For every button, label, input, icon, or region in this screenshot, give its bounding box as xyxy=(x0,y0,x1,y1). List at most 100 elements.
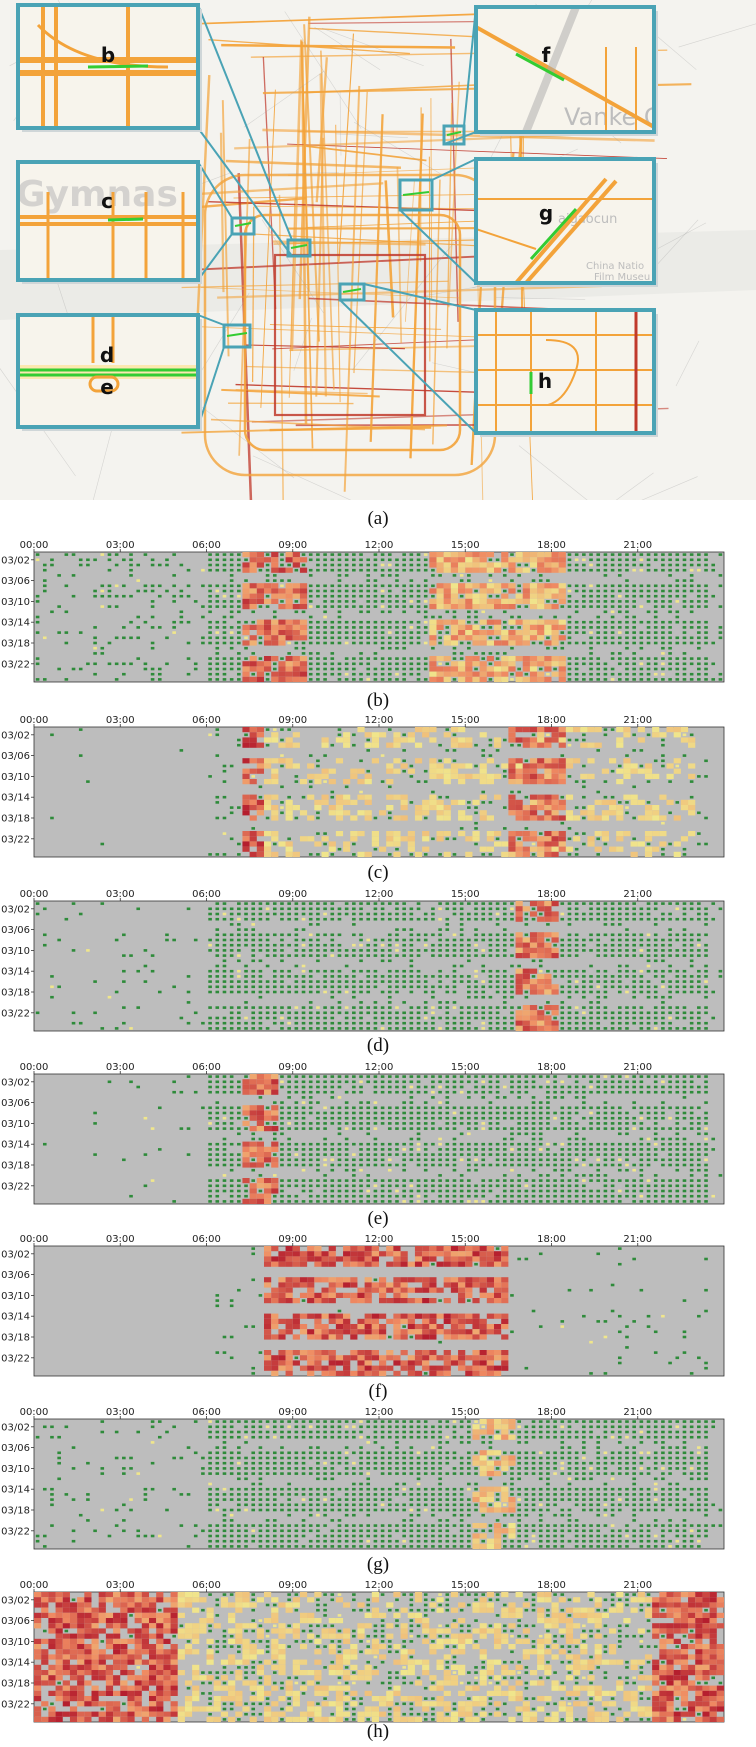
heatmap-cell xyxy=(222,943,227,947)
heatmap-cell xyxy=(256,732,264,738)
heatmap-cell xyxy=(625,1075,629,1078)
heatmap-cell xyxy=(596,1085,601,1089)
heatmap-cell xyxy=(337,912,342,916)
heatmap-cell xyxy=(596,553,601,556)
heatmap-cell xyxy=(264,1126,272,1132)
heatmap-cell xyxy=(323,1137,327,1141)
heatmap-cell xyxy=(508,619,516,625)
heatmap-cell xyxy=(264,656,272,662)
heatmap-cell xyxy=(278,624,286,630)
heatmap-cell xyxy=(438,1153,442,1156)
heatmap-cell xyxy=(352,1142,356,1146)
heatmap-cell xyxy=(589,584,593,588)
heatmap-cell xyxy=(610,1127,615,1130)
heatmap-cell xyxy=(653,1085,658,1089)
heatmap-cell xyxy=(675,1016,680,1020)
heatmap-cell xyxy=(502,907,507,911)
heatmap-cell xyxy=(467,1075,471,1078)
heatmap-cell xyxy=(136,636,141,640)
heatmap-cell xyxy=(617,1158,622,1162)
heatmap-cell xyxy=(553,1016,557,1020)
heatmap-cell xyxy=(589,1142,593,1146)
heatmap-cell xyxy=(402,1116,406,1120)
heatmap-cell xyxy=(402,657,406,660)
heatmap-cell xyxy=(443,588,451,594)
heatmap-cell xyxy=(567,589,572,593)
heatmap-cell xyxy=(287,975,291,978)
heatmap-cell xyxy=(272,943,277,947)
heatmap-cell xyxy=(237,1080,241,1084)
heatmap-cell xyxy=(280,1116,284,1120)
heatmap-cell xyxy=(258,657,263,660)
heatmap-cell xyxy=(544,567,552,573)
heatmap-cell xyxy=(623,768,631,774)
heatmap-cell xyxy=(445,1090,450,1094)
heatmap-cell xyxy=(529,836,538,842)
heatmap-cell xyxy=(373,1127,378,1130)
heatmap-cell xyxy=(429,656,437,662)
heatmap-cell xyxy=(689,1116,694,1120)
heatmap-cell xyxy=(510,1168,514,1172)
heatmap-cell xyxy=(617,1006,622,1009)
heatmap-cell xyxy=(395,563,399,567)
heatmap-cell xyxy=(50,733,54,737)
heatmap-cell xyxy=(601,799,609,805)
heatmap-cell xyxy=(452,1153,457,1156)
heatmap-cell xyxy=(704,949,708,952)
heatmap-cell xyxy=(285,552,293,558)
heatmap-cell xyxy=(215,928,220,931)
heatmap-cell xyxy=(553,646,557,650)
heatmap-cell xyxy=(107,553,112,556)
heatmap-cell xyxy=(544,779,552,785)
heatmap-cell xyxy=(639,1148,644,1151)
heatmap-cell xyxy=(565,846,574,852)
heatmap-cell xyxy=(661,589,665,593)
heatmap-cell xyxy=(704,1127,708,1130)
heatmap-cell xyxy=(352,902,356,905)
heatmap-cell xyxy=(387,1080,392,1084)
heatmap-cell xyxy=(215,594,220,598)
heatmap-cell xyxy=(308,912,313,916)
heatmap-cell xyxy=(574,672,579,676)
heatmap-cell xyxy=(373,1085,378,1089)
heatmap-cell xyxy=(551,624,559,630)
heatmap-cell xyxy=(481,990,486,994)
heatmap-cell xyxy=(682,605,687,608)
heatmap-cell xyxy=(582,678,586,681)
heatmap-cell xyxy=(452,1001,457,1004)
heatmap-cell xyxy=(682,985,687,989)
heatmap-cell xyxy=(452,759,457,763)
heatmap-cell xyxy=(610,594,615,598)
heatmap-cell xyxy=(610,1085,615,1089)
heatmap-cell xyxy=(587,742,595,748)
heatmap-cell xyxy=(445,728,450,731)
heatmap-cell xyxy=(249,1105,257,1111)
heatmap-cell xyxy=(157,678,162,681)
heatmap-cell xyxy=(416,1106,421,1110)
heatmap-cell xyxy=(472,661,480,667)
heatmap-cell xyxy=(609,810,617,816)
heatmap-cell xyxy=(467,1148,471,1151)
heatmap-cell xyxy=(653,605,658,608)
heatmap-cell xyxy=(582,620,586,624)
heatmap-cell xyxy=(458,552,466,558)
heatmap-cell xyxy=(560,795,565,799)
heatmap-cell xyxy=(474,1168,478,1172)
heatmap-cell xyxy=(689,1168,694,1172)
heatmap-cell xyxy=(653,943,658,947)
heatmap-cell xyxy=(479,671,487,677)
heatmap-cell xyxy=(488,1142,493,1146)
heatmap-cell xyxy=(294,917,299,921)
heatmap-cell xyxy=(344,912,349,916)
heatmap-cell xyxy=(157,584,162,588)
heatmap-cell xyxy=(373,594,378,598)
heatmap-cell xyxy=(689,553,694,556)
heatmap-cell xyxy=(603,912,608,916)
heatmap-cell xyxy=(544,906,552,912)
heatmap-cell xyxy=(596,631,601,634)
heatmap-cell xyxy=(652,732,660,738)
heatmap-cell xyxy=(150,954,155,957)
heatmap-cell xyxy=(697,775,701,778)
heatmap-cell xyxy=(93,652,97,655)
heatmap-cell xyxy=(208,553,212,556)
